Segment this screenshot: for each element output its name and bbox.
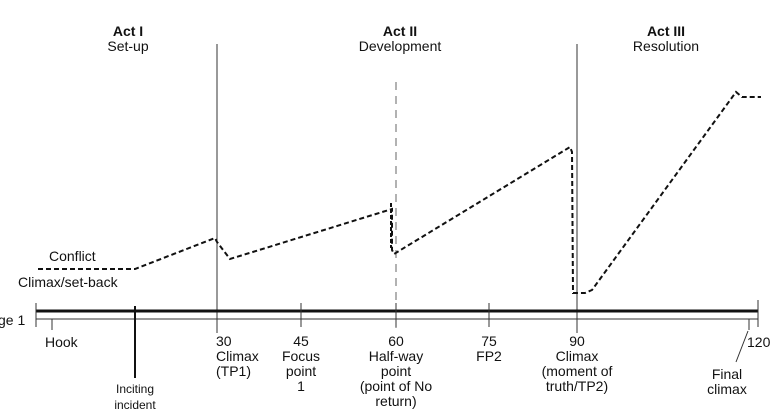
marker-45-value: 45 xyxy=(293,333,309,349)
timeline-start-label: ge 1 xyxy=(0,312,26,328)
act2-subtitle: Development xyxy=(358,38,442,54)
act2-heading: Act II Development xyxy=(345,24,455,54)
marker-90: 90 Climax (moment of truth/TP2) xyxy=(532,334,622,394)
marker-90-line-3: truth/TP2) xyxy=(545,378,609,394)
act1-title: Act I xyxy=(112,23,144,39)
marker-inciting-incident: Inciting incident xyxy=(105,381,165,413)
marker-60-line-2: point xyxy=(380,363,412,379)
marker-30-line-2: (TP1) xyxy=(216,363,251,379)
marker-60-value: 60 xyxy=(388,333,404,349)
marker-final-line-1: Final xyxy=(711,366,743,382)
marker-90-line-2: (moment of xyxy=(541,363,613,379)
marker-60-line-4: return) xyxy=(375,393,417,409)
act1-heading: Act I Set-up xyxy=(88,24,168,54)
marker-hook: Hook xyxy=(45,335,78,350)
conflict-curve xyxy=(38,90,761,294)
marker-60: 60 Half-way point (point of No return) xyxy=(351,334,441,409)
marker-45-line-3: 1 xyxy=(297,378,305,394)
marker-final-line-2: climax xyxy=(707,381,747,397)
timeline-end-label: 120 xyxy=(747,334,771,350)
marker-60-line-1: Half-way xyxy=(368,348,424,364)
setback-label: Climax/set-back xyxy=(18,274,118,290)
marker-60-line-3: (point of No xyxy=(359,378,433,394)
marker-75: 75 FP2 xyxy=(464,334,514,364)
marker-30-line-1: Climax xyxy=(216,348,259,364)
marker-90-value: 90 xyxy=(569,333,585,349)
marker-45: 45 Focus point 1 xyxy=(271,334,331,394)
marker-30-value: 30 xyxy=(216,333,232,349)
marker-75-line-1: FP2 xyxy=(476,348,502,364)
act3-title: Act III xyxy=(646,23,686,39)
act3-heading: Act III Resolution xyxy=(616,24,716,54)
marker-45-line-2: point xyxy=(285,363,317,379)
act2-title: Act II xyxy=(382,23,418,39)
marker-75-value: 75 xyxy=(481,333,497,349)
marker-inciting-line-2: incident xyxy=(114,398,156,412)
marker-45-line-1: Focus xyxy=(281,348,321,364)
marker-inciting-line-1: Inciting xyxy=(115,382,155,396)
final-climax-leader xyxy=(735,330,749,363)
marker-hook-line-1: Hook xyxy=(45,334,78,350)
act1-subtitle: Set-up xyxy=(107,38,149,54)
conflict-label: Conflict xyxy=(49,248,96,264)
act3-subtitle: Resolution xyxy=(632,38,700,54)
marker-final-climax: Final climax xyxy=(697,367,757,397)
marker-30: 30 Climax (TP1) xyxy=(216,334,259,379)
marker-90-line-1: Climax xyxy=(555,348,599,364)
